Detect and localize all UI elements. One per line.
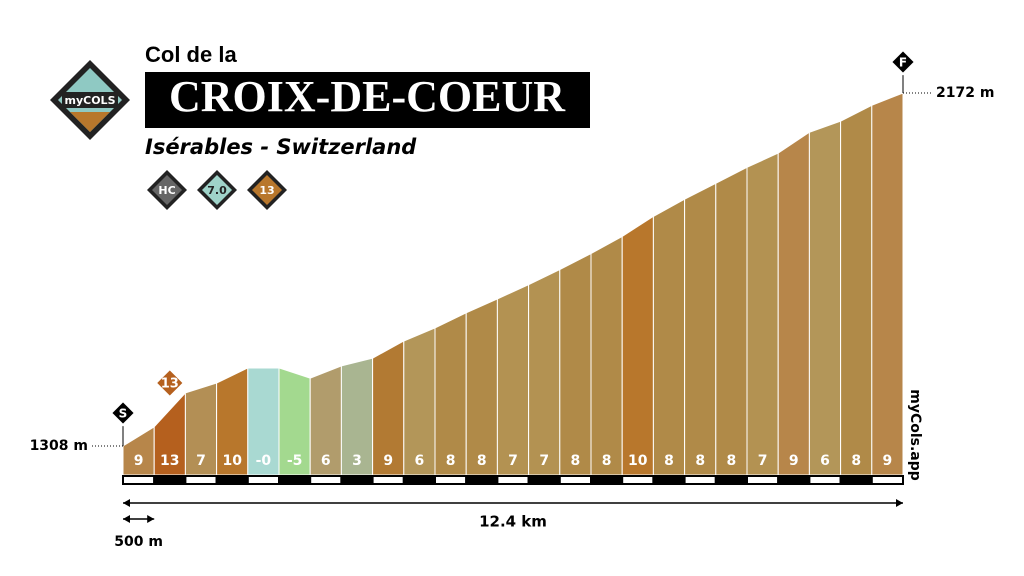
credit: myCols.app <box>907 389 923 481</box>
subtitle: Isérables - Switzerland <box>145 135 417 159</box>
scale-block <box>340 475 374 485</box>
badge <box>152 175 182 205</box>
scale-block <box>870 475 904 485</box>
logo-ground <box>70 112 110 132</box>
scale-block <box>184 475 218 485</box>
gradient-label: 8 <box>602 453 612 469</box>
gradient-label: 13 <box>160 453 179 469</box>
gradient-label: 9 <box>134 453 144 469</box>
logo-text: myCOLS <box>65 94 116 107</box>
scale-label: 500 m <box>114 534 163 550</box>
gradient-label: 3 <box>352 453 362 469</box>
segment <box>777 131 810 476</box>
badge <box>202 175 232 205</box>
segment <box>652 198 686 476</box>
scale-block <box>652 475 686 485</box>
badge-label: HC <box>158 184 175 197</box>
gradient-label: 9 <box>383 453 393 469</box>
scale-block <box>122 475 156 485</box>
segment <box>559 252 592 476</box>
marker-diamond <box>889 48 917 76</box>
scale-block <box>215 475 249 485</box>
scale-block <box>371 475 405 485</box>
badge-label: 13 <box>259 184 274 197</box>
gradient-label: 8 <box>571 453 581 469</box>
marker-diamond <box>154 367 186 399</box>
gradient-label: -5 <box>287 453 303 469</box>
segment <box>746 152 779 476</box>
gradient-label: 10 <box>222 453 242 469</box>
gradient-label: 6 <box>415 453 425 469</box>
segment <box>621 215 654 476</box>
scale-block <box>153 475 187 485</box>
scale-block <box>590 475 624 485</box>
scale-block <box>746 475 780 485</box>
scale-block <box>621 475 655 485</box>
segment <box>465 298 498 476</box>
scale-block <box>714 475 748 485</box>
gradient-label: 7 <box>508 453 518 469</box>
logo-band <box>62 92 118 108</box>
max-gradient-label: 13 <box>161 377 179 392</box>
gradient-label: 10 <box>628 453 648 469</box>
segment <box>434 312 467 476</box>
scale-arrow-head <box>123 515 130 523</box>
scale-block <box>777 475 811 485</box>
segment <box>715 166 748 476</box>
finish-elevation: 2172 m <box>936 85 994 101</box>
scale-block <box>808 475 842 485</box>
segment <box>496 283 530 476</box>
scale-block <box>246 475 281 485</box>
distance-arrow-head <box>123 499 130 507</box>
scale-block <box>309 475 343 485</box>
finish-marker: F <box>899 56 907 70</box>
scale-block <box>558 475 592 485</box>
start-elevation: 1308 m <box>30 438 88 454</box>
gradient-label: 8 <box>446 453 456 469</box>
scale-arrow-head <box>147 515 155 523</box>
scale-block <box>434 475 468 485</box>
pretitle: Col de la <box>145 42 237 67</box>
scale-block <box>465 475 499 485</box>
segment <box>808 120 842 476</box>
segment <box>684 182 717 476</box>
segment <box>840 104 873 476</box>
segment <box>871 92 904 476</box>
gradient-label: -0 <box>256 453 272 469</box>
gradient-label: 7 <box>539 453 549 469</box>
marker-diamond <box>109 399 137 427</box>
gradient-label: 7 <box>196 453 206 469</box>
gradient-label: 8 <box>664 453 674 469</box>
title-box <box>145 72 590 128</box>
distance-label: 12.4 km <box>479 513 547 531</box>
badge <box>252 175 282 205</box>
gradient-label: 8 <box>851 453 861 469</box>
scale-block <box>278 475 312 485</box>
scale-block <box>402 475 436 485</box>
gradient-label: 8 <box>727 453 737 469</box>
gradient-label: 8 <box>477 453 487 469</box>
distance-arrow-head <box>896 499 903 507</box>
gradient-label: 7 <box>758 453 768 469</box>
segment <box>528 268 561 476</box>
gradient-label: 8 <box>695 453 705 469</box>
start-marker: S <box>119 407 128 421</box>
gradient-label: 6 <box>820 453 830 469</box>
scale-block <box>683 475 717 485</box>
scale-block <box>527 475 561 485</box>
chart-title: CROIX-DE-COEUR <box>169 72 566 121</box>
gradient-label: 9 <box>789 453 799 469</box>
logo: myCOLS <box>50 60 130 140</box>
segment <box>590 235 623 476</box>
gradient-label: 9 <box>883 453 893 469</box>
scale-block <box>496 475 530 485</box>
scale-block <box>839 475 873 485</box>
badge-label: 7.0 <box>207 184 227 197</box>
gradient-label: 6 <box>321 453 331 469</box>
